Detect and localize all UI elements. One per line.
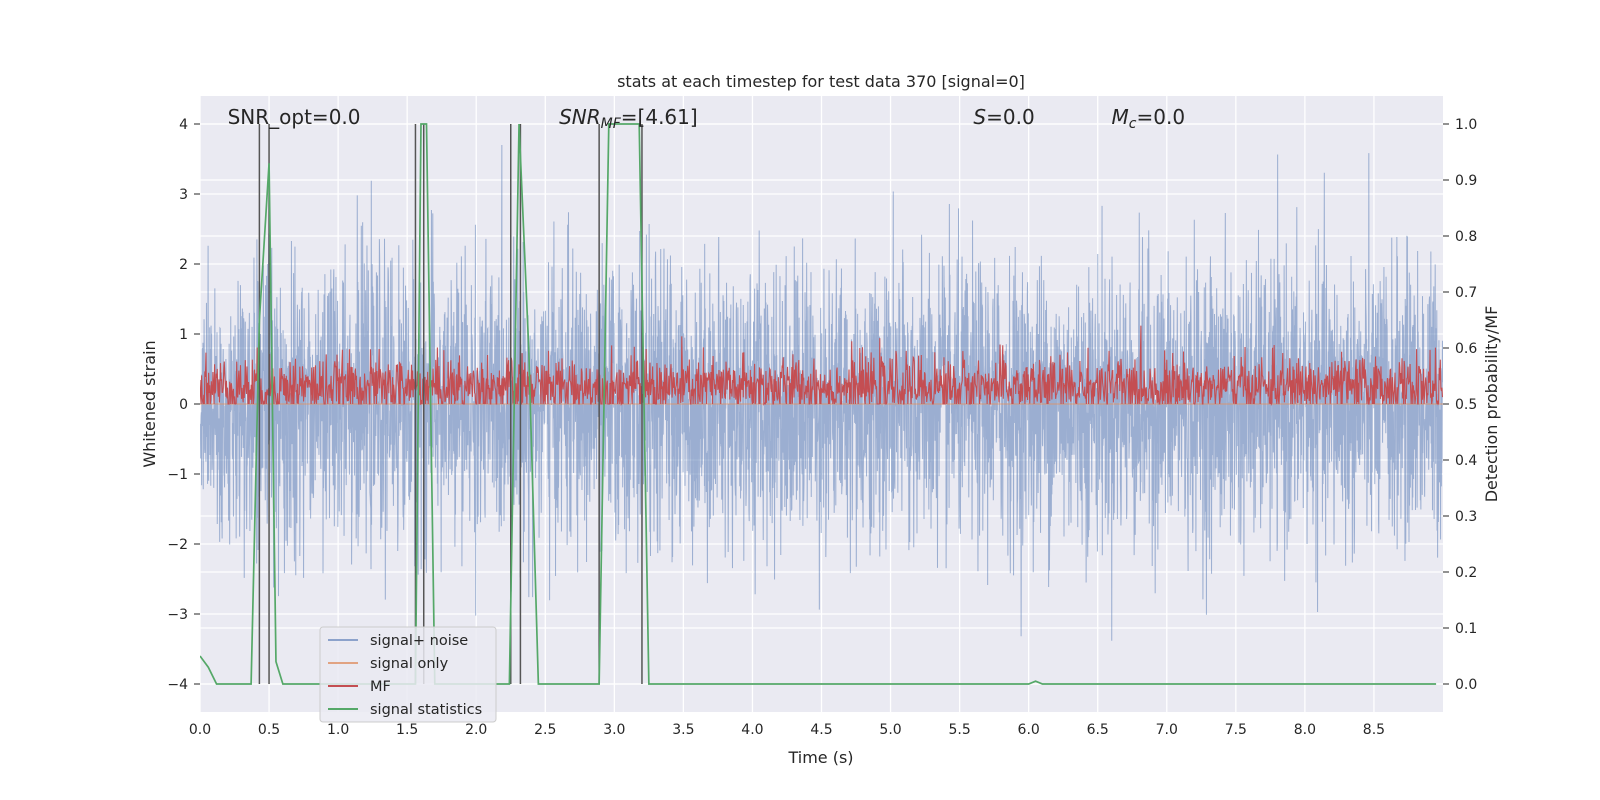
y-right-tick-label: 0.3 — [1455, 509, 1477, 525]
x-tick-label: 7.5 — [1225, 722, 1247, 738]
annotations: SNR_opt=0.0 SNRMF=[4.61] S=0.0 Mc=0.0 — [228, 105, 1185, 132]
y-right-tick-label: 0.5 — [1455, 397, 1477, 413]
annotation-snr-opt: SNR_opt=0.0 — [228, 105, 361, 129]
x-axis-label: Time (s) — [787, 748, 853, 767]
y-right-tick-label: 0.2 — [1455, 565, 1477, 581]
x-tick-label: 3.0 — [603, 722, 625, 738]
x-tick-label: 0.0 — [189, 722, 211, 738]
legend-entry-signal-statistics: signal statistics — [328, 702, 482, 718]
y-right-axis-label: Detection probability/MF — [1482, 306, 1501, 503]
y-left-tick-label: 1 — [179, 327, 188, 343]
y-right-tick-label: 0.7 — [1455, 285, 1477, 301]
y-left-tick-label: −3 — [167, 607, 188, 623]
y-left-axis-label: Whitened strain — [140, 340, 159, 467]
annotation-s: S=0.0 — [973, 105, 1034, 129]
y-right-tick-label: 0.9 — [1455, 173, 1477, 189]
y-left-tick-label: 0 — [179, 397, 188, 413]
x-tick-label: 2.0 — [465, 722, 487, 738]
x-tick-label: 1.5 — [396, 722, 418, 738]
annotation-snr-mf: SNRMF=[4.61] — [559, 105, 698, 132]
x-tick-label: 5.5 — [948, 722, 970, 738]
y-left-axis-ticks: −4 −3 −2 −1 0 1 2 3 4 — [167, 117, 200, 693]
x-tick-label: 8.0 — [1294, 722, 1316, 738]
y-right-tick-label: 0.4 — [1455, 453, 1477, 469]
legend-label-signal-statistics: signal statistics — [370, 702, 482, 718]
legend-entry-signal-noise: signal+ noise — [328, 633, 468, 649]
y-left-tick-label: −2 — [167, 537, 188, 553]
x-axis-ticks: 0.0 0.5 1.0 1.5 2.0 2.5 3.0 3.5 4.0 4.5 5.0 5.5 6.0 6… — [189, 722, 1385, 738]
chart-title: stats at each timestep for test data 370… — [617, 72, 1025, 91]
y-right-tick-label: 0.0 — [1455, 677, 1477, 693]
x-tick-label: 2.5 — [534, 722, 556, 738]
y-left-tick-label: 3 — [179, 187, 188, 203]
y-left-tick-label: −4 — [167, 677, 188, 693]
legend-box — [319, 626, 497, 723]
x-tick-label: 6.5 — [1087, 722, 1109, 738]
y-right-tick-label: 0.1 — [1455, 621, 1477, 637]
x-tick-label: 6.0 — [1018, 722, 1040, 738]
annotation-mc: Mc=0.0 — [1112, 105, 1186, 132]
y-left-tick-label: 4 — [179, 117, 188, 133]
x-tick-label: 7.0 — [1156, 722, 1178, 738]
x-tick-label: 4.5 — [810, 722, 832, 738]
series-mf-line — [200, 325, 1443, 407]
y-right-tick-label: 0.6 — [1455, 341, 1477, 357]
legend-entry-signal-only: signal only — [328, 656, 449, 672]
legend-entry-mf: MF — [328, 679, 391, 695]
legend-label-mf: MF — [370, 679, 391, 695]
x-tick-label: 4.0 — [741, 722, 763, 738]
legend-label-signal-noise: signal+ noise — [370, 633, 468, 649]
y-right-tick-label: 0.8 — [1455, 229, 1477, 245]
y-left-tick-label: 2 — [179, 257, 188, 273]
x-tick-label: 8.5 — [1363, 722, 1385, 738]
y-right-axis-ticks: 0.0 0.1 0.2 0.3 0.4 0.5 0.6 0.7 0.8 0.9 1.0 — [1443, 117, 1477, 693]
x-tick-label: 1.0 — [327, 722, 349, 738]
y-right-tick-label: 1.0 — [1455, 117, 1477, 133]
x-tick-label: 3.5 — [672, 722, 694, 738]
series-signal-noise-line — [200, 144, 1443, 641]
legend-label-signal-only: signal only — [370, 656, 449, 672]
x-tick-label: 0.5 — [258, 722, 280, 738]
legend: signal+ noise signal only MF signal stat… — [319, 626, 497, 723]
y-left-tick-label: −1 — [167, 467, 188, 483]
x-tick-label: 5.0 — [879, 722, 901, 738]
